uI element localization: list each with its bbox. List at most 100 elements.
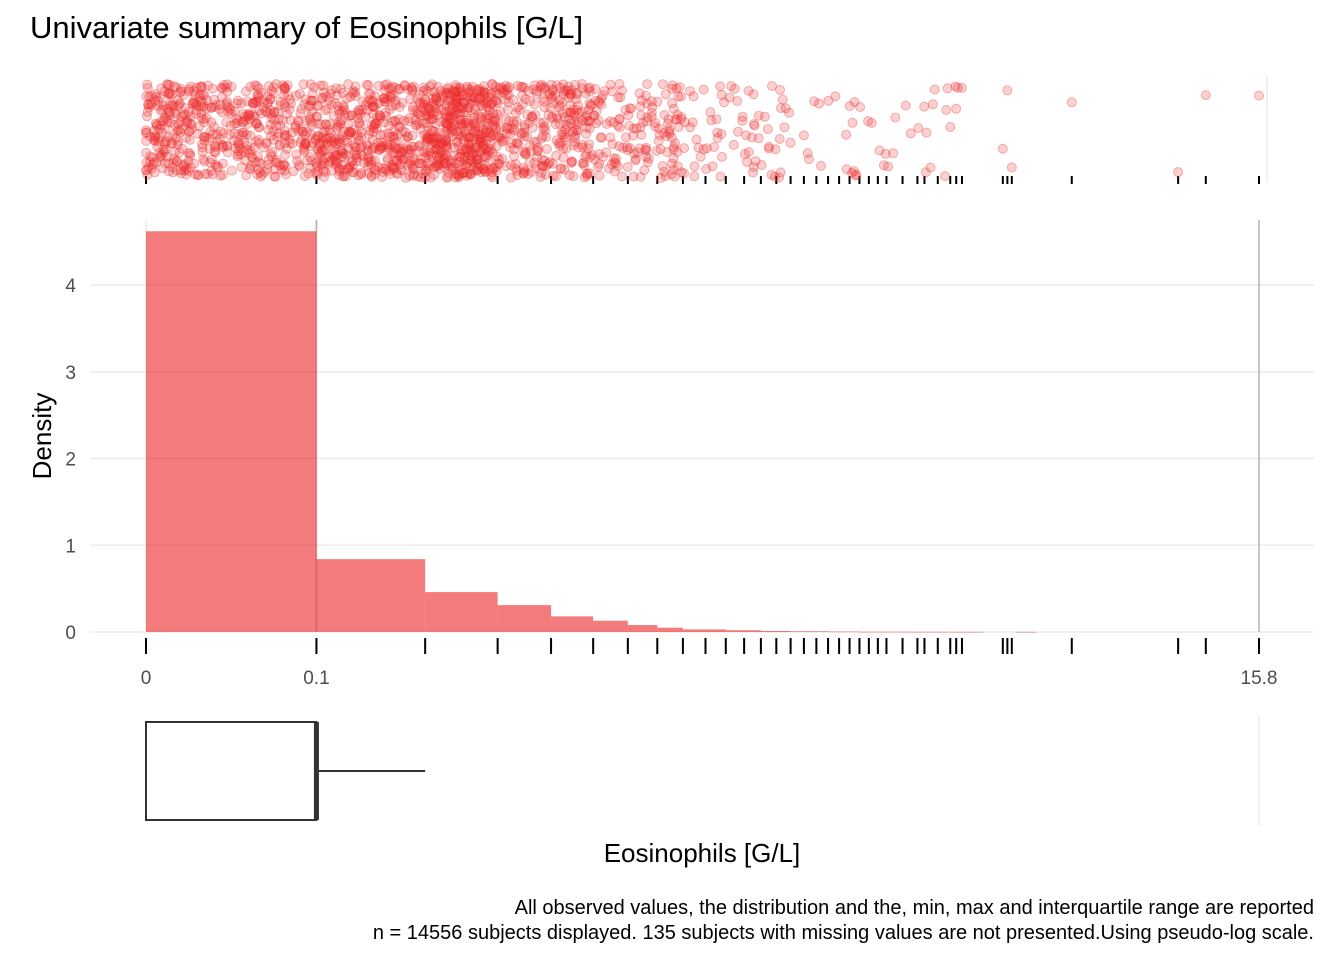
- jitter-point: [375, 130, 386, 141]
- jitter-point: [501, 128, 512, 139]
- jitter-point: [486, 79, 497, 89]
- jitter-point: [286, 98, 296, 109]
- jitter-point: [269, 107, 280, 118]
- jitter-point: [477, 136, 488, 147]
- jitter-point: [308, 95, 319, 106]
- jitter-point: [418, 118, 429, 129]
- jitter-point: [346, 127, 357, 138]
- jitter-point: [491, 141, 502, 152]
- jitter-point: [332, 101, 343, 112]
- jitter-point: [459, 97, 470, 108]
- jitter-point: [775, 84, 785, 95]
- jitter-point: [335, 137, 346, 148]
- jitter-point: [142, 169, 153, 180]
- jitter-point: [249, 111, 260, 122]
- jitter-point: [360, 112, 371, 123]
- jitter-point: [423, 150, 434, 160]
- boxplot-panel: [145, 716, 1260, 826]
- jitter-point: [420, 84, 431, 95]
- jitter-point: [503, 89, 514, 100]
- jitter-point: [441, 135, 452, 146]
- jitter-point: [431, 107, 442, 117]
- jitter-point: [553, 138, 564, 149]
- jitter-point: [183, 166, 194, 176]
- jitter-point: [343, 143, 354, 154]
- jitter-point: [230, 118, 240, 129]
- jitter-point: [216, 82, 227, 93]
- jitter-point: [623, 110, 634, 121]
- jitter-point: [332, 119, 343, 130]
- jitter-point: [379, 80, 390, 91]
- jitter-point: [468, 164, 479, 175]
- jitter-point: [428, 137, 439, 147]
- jitter-point: [536, 167, 547, 178]
- jitter-point: [375, 112, 386, 123]
- jitter-point: [287, 127, 298, 138]
- jitter-point: [398, 143, 409, 154]
- jitter-point: [370, 169, 381, 179]
- jitter-point: [398, 146, 409, 157]
- jitter-point: [511, 108, 521, 119]
- jitter-point: [434, 144, 445, 155]
- jitter-point: [204, 143, 215, 154]
- jitter-point: [431, 137, 442, 148]
- jitter-point: [609, 166, 620, 177]
- jitter-point: [398, 154, 409, 165]
- jitter-point: [591, 106, 602, 116]
- jitter-point: [363, 153, 374, 164]
- jitter-point: [449, 116, 460, 127]
- jitter-point: [201, 103, 212, 114]
- jitter-point: [159, 86, 170, 97]
- jitter-point: [396, 165, 407, 176]
- jitter-point: [584, 139, 595, 150]
- jitter-point: [215, 170, 226, 181]
- jitter-point: [689, 171, 700, 182]
- jitter-point: [478, 144, 489, 155]
- jitter-point: [166, 138, 177, 149]
- jitter-point: [421, 137, 432, 148]
- jitter-point: [453, 170, 464, 181]
- jitter-point: [341, 171, 351, 182]
- jitter-point: [673, 91, 684, 102]
- jitter-point: [373, 161, 384, 172]
- jitter-point: [254, 105, 265, 116]
- jitter-point: [338, 100, 349, 111]
- jitter-point: [1002, 85, 1013, 96]
- jitter-point: [607, 86, 617, 97]
- jitter-point: [207, 169, 218, 180]
- jitter-point: [367, 101, 378, 112]
- jitter-point: [368, 127, 379, 138]
- jitter-point: [395, 143, 405, 153]
- jitter-point: [569, 110, 580, 121]
- jitter-point: [440, 99, 451, 109]
- jitter-point: [409, 154, 420, 165]
- jitter-point: [173, 137, 183, 147]
- jitter-point: [260, 106, 271, 117]
- jitter-point: [764, 143, 774, 154]
- jitter-point: [348, 139, 359, 150]
- jitter-point: [422, 158, 433, 169]
- jitter-point: [442, 119, 453, 130]
- jitter-point: [163, 89, 174, 100]
- jitter-point: [149, 167, 160, 178]
- jitter-point: [676, 91, 687, 102]
- jitter-point: [537, 154, 548, 165]
- jitter-point: [460, 129, 471, 140]
- jitter-point: [420, 172, 431, 183]
- jitter-point: [439, 153, 450, 163]
- jitter-point: [609, 157, 620, 168]
- jitter-point: [462, 83, 473, 94]
- jitter-point: [577, 79, 587, 89]
- jitter-point: [498, 87, 509, 98]
- jitter-point: [168, 129, 179, 140]
- jitter-point: [426, 149, 436, 159]
- jitter-point: [583, 83, 594, 94]
- jitter-point: [450, 87, 461, 97]
- jitter-point: [1254, 90, 1264, 101]
- jitter-point: [420, 152, 431, 163]
- jitter-point: [263, 124, 274, 135]
- jitter-point: [490, 122, 501, 133]
- jitter-point: [531, 89, 542, 100]
- jitter-point: [327, 148, 338, 159]
- jitter-point: [563, 81, 574, 92]
